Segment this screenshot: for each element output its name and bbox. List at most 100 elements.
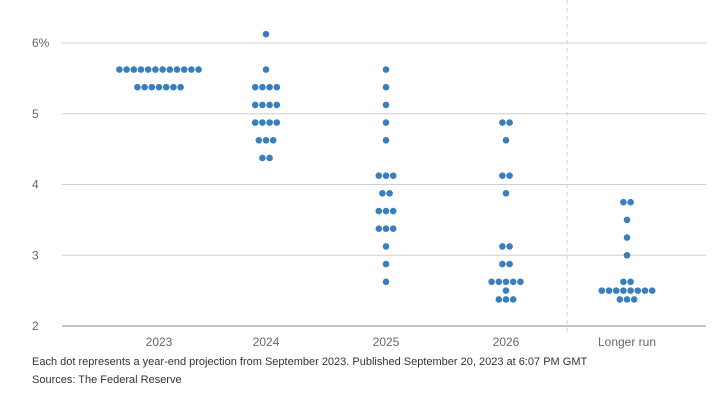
projection-dot: [499, 119, 506, 126]
projection-dot: [623, 216, 631, 224]
projection-dot: [273, 83, 281, 91]
projection-dot: [605, 287, 613, 294]
projection-dot: [620, 287, 627, 294]
y-tick-label: 2: [32, 319, 39, 333]
projection-dot: [262, 136, 270, 144]
projection-dot: [612, 287, 620, 294]
projection-dot: [116, 66, 123, 73]
projection-dot: [375, 225, 383, 233]
projection-dot: [382, 243, 390, 250]
y-tick-label: 5: [32, 107, 39, 121]
projection-dot: [509, 278, 517, 286]
projection-dot: [375, 207, 383, 215]
projection-dot: [155, 83, 163, 91]
projection-dot: [188, 66, 195, 73]
projection-dot: [382, 119, 390, 126]
projection-dot: [152, 66, 159, 73]
projection-dot: [502, 190, 510, 197]
projection-dot: [623, 296, 631, 303]
projection-dot: [499, 243, 506, 250]
projection-dot: [623, 251, 631, 259]
projection-dot: [517, 278, 524, 286]
projection-dot: [134, 83, 141, 91]
projection-dot: [266, 154, 273, 162]
projection-dot: [382, 172, 390, 179]
projection-dot: [627, 198, 634, 206]
projection-dot: [180, 66, 188, 73]
projection-dot: [499, 260, 506, 268]
projection-dot: [259, 119, 266, 126]
x-tick-label: 2024: [253, 335, 280, 349]
projection-dot: [389, 225, 397, 233]
projection-dot: [259, 83, 266, 91]
projection-dot: [259, 101, 266, 109]
projection-dot: [382, 136, 390, 144]
projection-dot: [598, 287, 606, 294]
projection-dot: [130, 66, 138, 73]
projection-dot: [495, 296, 503, 303]
projection-dot: [251, 83, 259, 91]
projection-dot: [262, 66, 270, 73]
projection-dot: [506, 172, 513, 179]
projection-dot: [502, 136, 510, 144]
x-tick-label: Longer run: [598, 335, 656, 349]
projection-dot: [627, 278, 634, 286]
projection-dot: [251, 119, 259, 126]
projection-dot: [502, 287, 510, 294]
projection-dot: [382, 278, 390, 286]
projection-dot: [266, 83, 273, 91]
projection-dot: [273, 119, 281, 126]
projection-dot: [382, 83, 390, 91]
projection-dot: [195, 66, 202, 73]
chart-note: Each dot represents a year-end projectio…: [32, 356, 588, 368]
projection-dot: [499, 172, 506, 179]
projection-dot: [144, 66, 152, 73]
projection-dot: [620, 198, 627, 206]
projection-dot: [251, 101, 259, 109]
projection-dot: [375, 172, 383, 179]
projection-dot: [623, 234, 631, 241]
projection-dot: [262, 30, 270, 38]
projection-dot: [266, 101, 273, 109]
projection-dot: [506, 243, 513, 250]
projection-dot: [382, 225, 390, 233]
x-tick-label: 2023: [146, 335, 173, 349]
projection-dot: [170, 83, 177, 91]
projection-dot: [382, 260, 390, 268]
projection-dot: [382, 207, 390, 215]
projection-dot: [509, 296, 517, 303]
projection-dot: [620, 278, 627, 286]
projection-dot: [177, 83, 184, 91]
projection-dot: [159, 66, 166, 73]
projection-dot: [495, 278, 503, 286]
projection-dot: [616, 296, 624, 303]
projection-dot: [634, 287, 642, 294]
projection-dot: [627, 287, 634, 294]
projection-dot: [123, 66, 130, 73]
chart-source: Sources: The Federal Reserve: [32, 374, 182, 386]
projection-dot: [389, 207, 397, 215]
projection-dot: [382, 101, 390, 109]
projection-dot: [641, 287, 649, 294]
projection-dot: [255, 136, 263, 144]
projection-dot: [502, 296, 510, 303]
projection-dot: [259, 154, 266, 162]
y-tick-label: 4: [32, 178, 39, 192]
projection-dot: [506, 260, 513, 268]
y-tick-label: 6%: [32, 36, 50, 50]
projection-dot: [389, 172, 397, 179]
x-tick-label: 2025: [373, 335, 400, 349]
projection-dot: [173, 66, 181, 73]
projection-dot: [137, 66, 145, 73]
dot-plot-chart: 2 3 4 5 6% 2023 2024 2025 2026 Longer run: [32, 0, 706, 349]
projection-dot: [648, 287, 656, 294]
projection-dot: [273, 101, 281, 109]
projection-dot: [166, 66, 174, 73]
projection-dot: [382, 66, 390, 73]
projection-dot: [266, 119, 273, 126]
projection-dot: [506, 119, 513, 126]
x-tick-label: 2026: [493, 335, 520, 349]
y-tick-label: 3: [32, 248, 39, 262]
projection-dot: [502, 278, 510, 286]
